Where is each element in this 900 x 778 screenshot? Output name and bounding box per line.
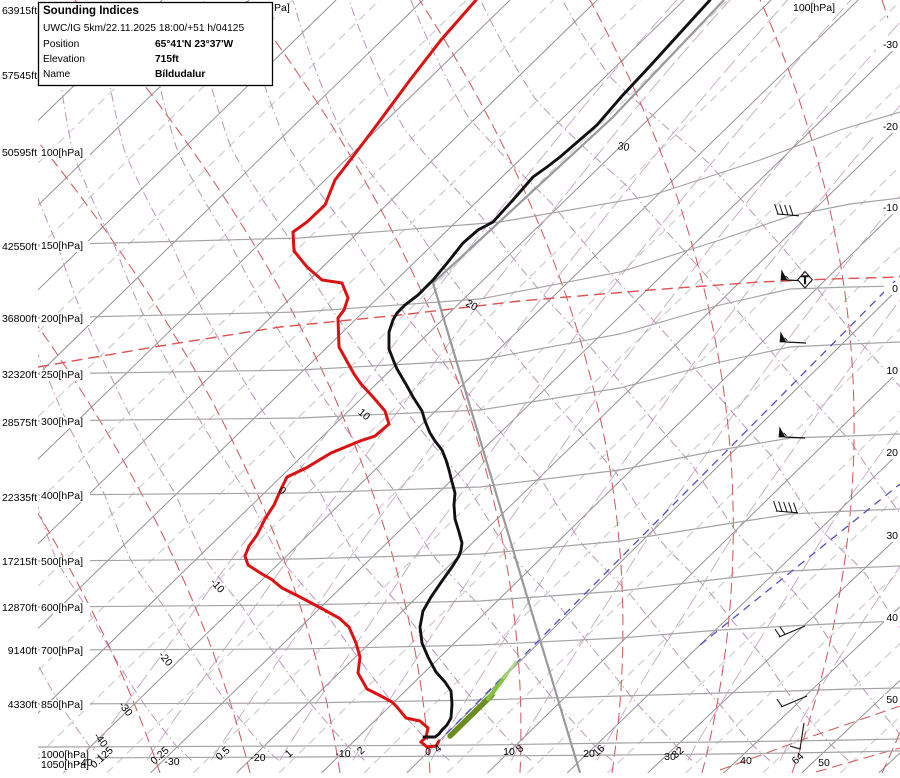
svg-text:28575ft: 28575ft (2, 417, 37, 429)
svg-text:715ft: 715ft (155, 54, 179, 65)
svg-text:50: 50 (818, 757, 830, 769)
svg-text:50595ft: 50595ft (2, 147, 37, 159)
svg-text:22335ft: 22335ft (2, 492, 37, 504)
svg-text:4330ft: 4330ft (8, 699, 37, 711)
svg-text:20: 20 (463, 297, 479, 313)
svg-text:250[hPa]: 250[hPa] (41, 369, 83, 381)
svg-text:Sounding Indices: Sounding Indices (43, 5, 139, 17)
svg-text:50: 50 (886, 694, 898, 706)
svg-text:Position: Position (43, 39, 79, 50)
svg-text:Bíldudalur: Bíldudalur (155, 69, 205, 80)
svg-text:0: 0 (425, 746, 431, 758)
svg-text:20: 20 (886, 447, 898, 459)
svg-text:65°41'N 23°37'W: 65°41'N 23°37'W (155, 39, 234, 50)
svg-text:600[hPa]: 600[hPa] (41, 602, 83, 614)
svg-text:100[hPa]: 100[hPa] (41, 147, 83, 159)
svg-text:-10: -10 (335, 748, 350, 760)
svg-text:32320ft: 32320ft (2, 369, 37, 381)
svg-text:300[hPa]: 300[hPa] (41, 416, 83, 428)
svg-text:17215ft: 17215ft (2, 556, 37, 568)
svg-text:Pa]: Pa] (274, 2, 290, 14)
svg-text:500[hPa]: 500[hPa] (41, 556, 83, 568)
svg-text:0: 0 (892, 283, 898, 295)
svg-text:42550ft: 42550ft (2, 241, 37, 253)
svg-text:-10: -10 (883, 202, 898, 214)
svg-text:Elevation: Elevation (43, 54, 85, 65)
svg-text:-20: -20 (883, 121, 898, 133)
svg-text:57545ft: 57545ft (2, 70, 37, 82)
svg-text:UWC/IG 5km/22.11.2025 18:00/+5: UWC/IG 5km/22.11.2025 18:00/+51 h/04125 (43, 23, 244, 34)
svg-text:1000[hPa]: 1000[hPa] (41, 749, 89, 761)
svg-text:40: 40 (886, 612, 898, 624)
svg-text:30: 30 (886, 530, 898, 542)
svg-text:40: 40 (740, 755, 752, 767)
svg-text:10: 10 (886, 365, 898, 377)
svg-text:36800ft: 36800ft (2, 313, 37, 325)
svg-text:20: 20 (583, 748, 595, 760)
svg-text:63915ft: 63915ft (2, 5, 37, 17)
svg-text:400[hPa]: 400[hPa] (41, 490, 83, 502)
svg-text:-20: -20 (250, 752, 265, 764)
svg-text:10: 10 (503, 746, 515, 758)
svg-text:30: 30 (664, 751, 676, 763)
svg-text:Name: Name (43, 69, 71, 80)
svg-text:100[hPa]: 100[hPa] (793, 2, 835, 14)
svg-text:-40: -40 (77, 757, 92, 769)
svg-text:150[hPa]: 150[hPa] (41, 240, 83, 252)
svg-text:200[hPa]: 200[hPa] (41, 313, 83, 325)
svg-text:12870ft: 12870ft (2, 602, 37, 614)
svg-text:700[hPa]: 700[hPa] (41, 645, 83, 657)
svg-text:-30: -30 (164, 756, 179, 768)
svg-text:-30: -30 (883, 39, 898, 51)
svg-text:30: 30 (617, 140, 631, 154)
svg-text:850[hPa]: 850[hPa] (41, 699, 83, 711)
svg-text:9140ft: 9140ft (8, 645, 37, 657)
svg-text:1050[hPa]: 1050[hPa] (41, 759, 89, 771)
